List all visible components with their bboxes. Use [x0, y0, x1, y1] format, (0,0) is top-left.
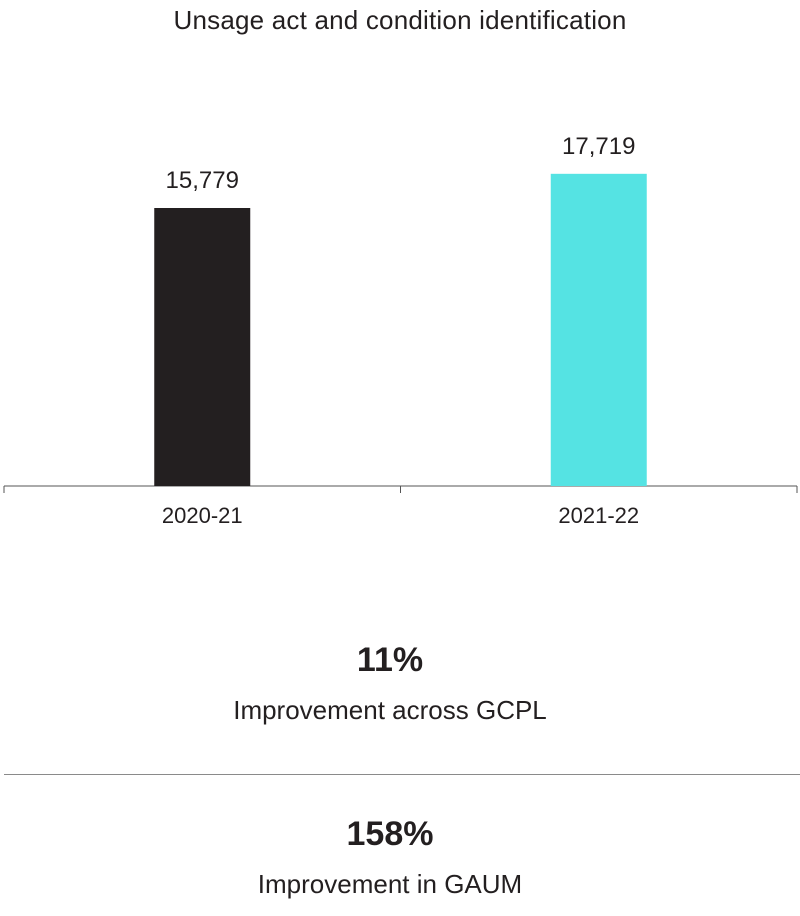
bar-value-label: 17,719 — [562, 133, 635, 160]
stat-block-gaum: 158% Improvement in GAUM — [0, 814, 780, 900]
stat-description: Improvement across GCPL — [233, 695, 547, 725]
x-tick-label: 2020-21 — [162, 503, 243, 528]
bar-chart: 15,779 2020-21 17,719 2021-22 — [3, 133, 798, 528]
stat-description: Improvement in GAUM — [257, 869, 523, 899]
bar-2021-22 — [550, 173, 647, 487]
x-tick-label: 2021-22 — [558, 503, 639, 528]
stat-value: 158% — [346, 815, 434, 853]
stat-block-gcpl: 11% Improvement across GCPL — [0, 640, 780, 726]
bar-value-label: 15,779 — [166, 167, 239, 194]
stat-value: 11% — [356, 641, 424, 679]
stat-divider — [4, 774, 800, 775]
bar-2020-21 — [154, 208, 251, 486]
chart-title: Unsage act and condition identification — [173, 5, 627, 35]
